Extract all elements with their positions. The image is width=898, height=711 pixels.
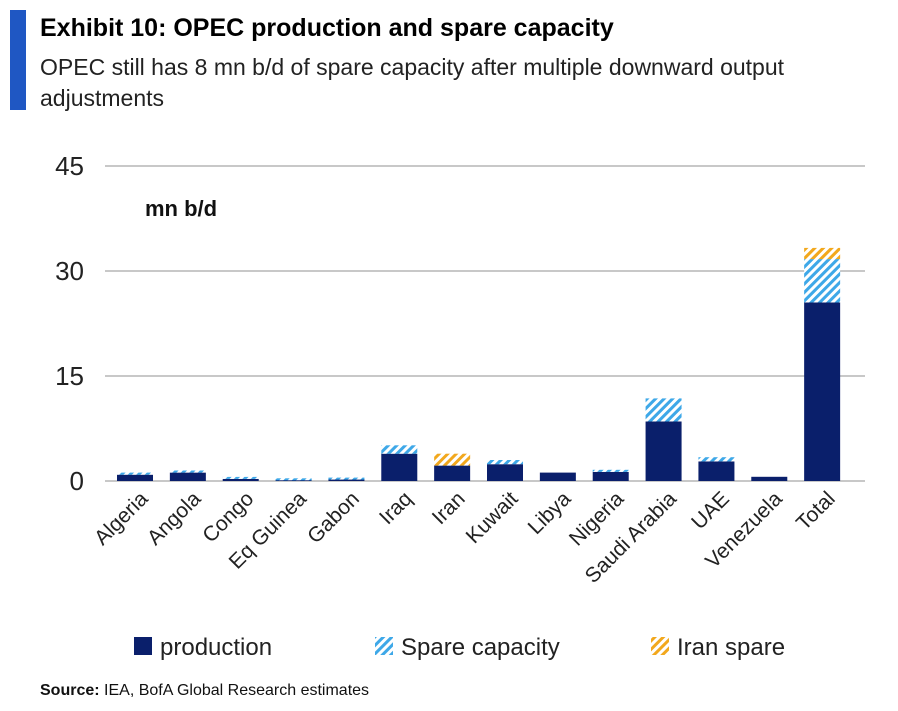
production-bar <box>645 421 682 481</box>
y-tick-label: 15 <box>55 361 84 391</box>
production-bar <box>698 461 735 481</box>
source-note: Source: IEA, BofA Global Research estima… <box>40 682 369 700</box>
production-bar <box>487 464 523 481</box>
production-bar <box>328 479 365 481</box>
spare-capacity-bar <box>698 457 735 462</box>
legend-production-label: production <box>160 634 272 661</box>
production-bar <box>434 465 471 481</box>
iran-spare-bar <box>804 247 841 260</box>
spare-capacity-bar <box>487 460 523 465</box>
spare-capacity-bar <box>328 477 365 480</box>
x-category-label: Kuwait <box>462 487 523 548</box>
grid-lines <box>105 165 865 482</box>
source-text: IEA, BofA Global Research estimates <box>104 682 370 699</box>
production-bar <box>381 453 418 481</box>
production-bar <box>117 474 153 481</box>
x-category-label: Iraq <box>375 487 417 529</box>
production-bar <box>539 472 576 481</box>
spare-capacity-bar <box>169 470 206 473</box>
spare-capacity-bar <box>804 259 841 303</box>
iran-spare-bar <box>434 453 471 466</box>
production-bar <box>804 302 841 481</box>
spare-capacity-bar <box>645 398 682 422</box>
y-tick-label: 30 <box>55 256 84 286</box>
x-category-label: Gabon <box>303 487 364 548</box>
source-label: Source: <box>40 682 100 699</box>
y-tick-label: 0 <box>70 466 84 496</box>
x-category-label: Angola <box>143 487 206 550</box>
spare-capacity-bar <box>592 469 629 472</box>
legend-spare-capacity-swatch <box>375 637 393 655</box>
spare-capacity-bar <box>117 472 153 475</box>
y-axis-ticks: 0 15 30 45 <box>55 151 84 496</box>
production-bar <box>751 476 788 481</box>
production-bar <box>169 472 206 481</box>
legend-iran-spare-label: Iran spare <box>677 634 785 661</box>
y-tick-label: 45 <box>55 151 84 181</box>
legend-spare-capacity-label: Spare capacity <box>401 634 560 661</box>
x-category-label: Total <box>792 487 840 535</box>
chart-title: Exhibit 10: OPEC production and spare ca… <box>40 14 614 42</box>
chart-subtitle: OPEC still has 8 mn b/d of spare capacit… <box>40 54 785 111</box>
spare-capacity-bar <box>222 476 259 479</box>
x-category-label: UAE <box>687 487 734 534</box>
legend-production-swatch <box>134 637 152 655</box>
bars <box>117 247 841 481</box>
production-bar <box>222 478 259 481</box>
unit-label: mn b/d <box>145 196 217 221</box>
x-category-label: Algeria <box>90 487 153 550</box>
legend: production Spare capacity Iran spare <box>134 634 785 661</box>
x-category-label: Iran <box>428 487 470 529</box>
production-bar <box>592 471 629 481</box>
accent-bar <box>10 10 26 110</box>
spare-capacity-bar <box>381 445 418 454</box>
legend-iran-spare-swatch <box>651 637 669 655</box>
spare-capacity-bar <box>275 478 312 481</box>
